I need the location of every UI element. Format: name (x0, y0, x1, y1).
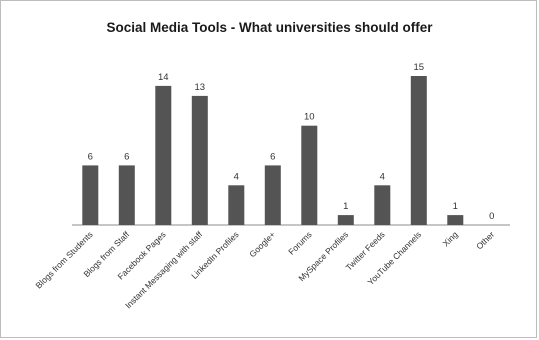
data-label: 13 (195, 82, 206, 93)
bar (264, 165, 281, 225)
data-label: 6 (88, 151, 93, 162)
bar (410, 76, 427, 225)
bar (337, 215, 354, 225)
category-label: Blogs from Students (34, 229, 95, 290)
data-label: 6 (124, 151, 129, 162)
bar (374, 185, 391, 225)
data-label: 15 (414, 62, 425, 73)
bar (191, 95, 208, 226)
chart-title: Social Media Tools - What universities s… (106, 20, 433, 35)
data-label: 6 (270, 151, 275, 162)
bar (447, 215, 464, 225)
data-label: 1 (343, 201, 348, 212)
data-label: 4 (380, 171, 385, 182)
bar (118, 165, 135, 225)
data-label: 10 (304, 112, 315, 123)
category-label: Forums (286, 229, 313, 256)
bar (228, 185, 245, 225)
bar (301, 125, 318, 225)
category-label: Google+ (247, 229, 277, 259)
category-label: Xing (441, 229, 460, 248)
bar (155, 85, 172, 226)
data-label: 0 (489, 211, 494, 222)
bar (82, 165, 99, 225)
data-label: 1 (453, 201, 458, 212)
category-label: Other (474, 229, 496, 251)
data-label: 4 (234, 171, 239, 182)
data-label: 14 (158, 72, 169, 83)
